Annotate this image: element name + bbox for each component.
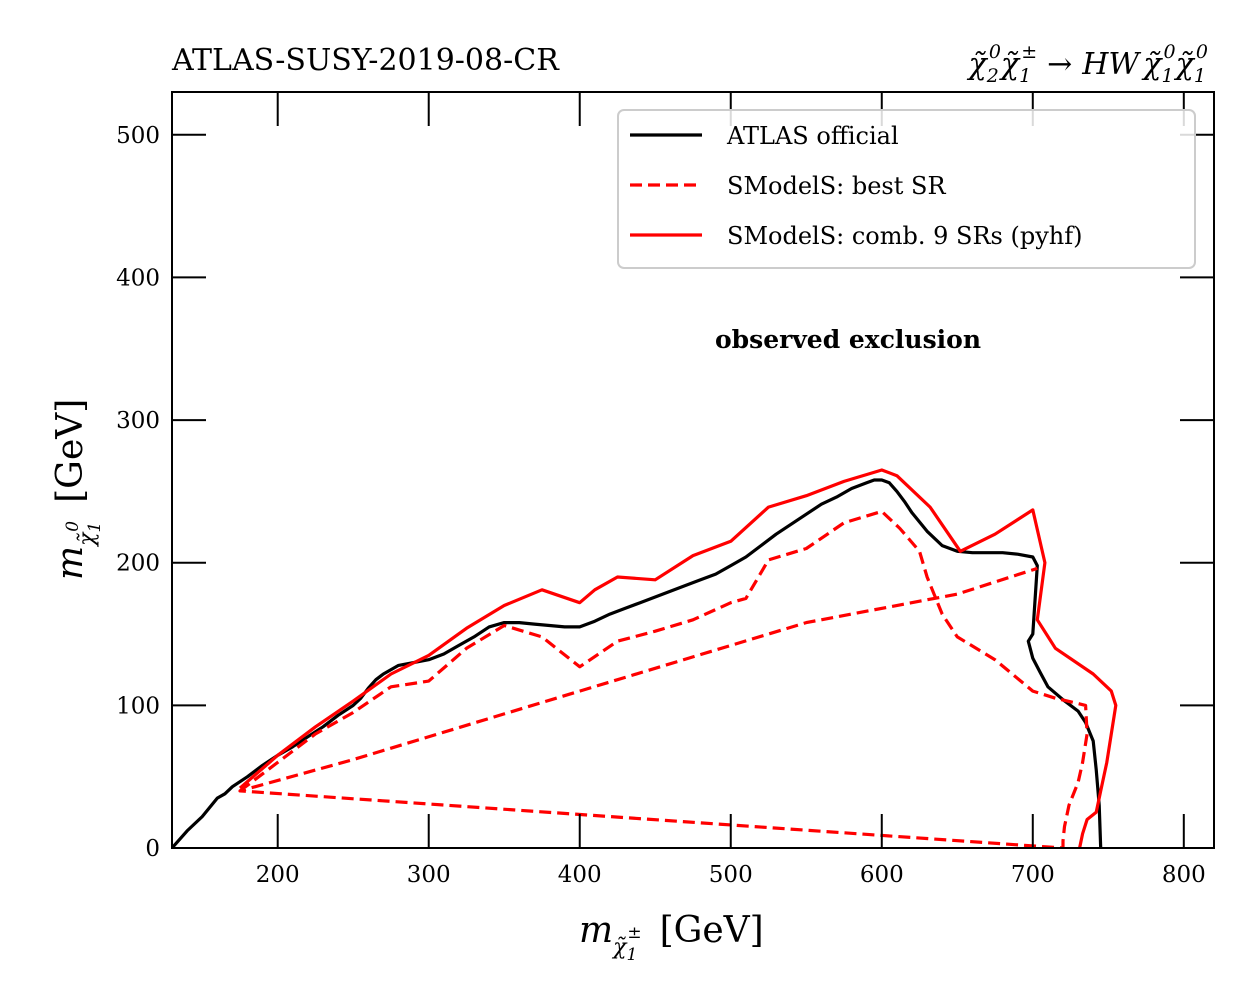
x-axis-label-chi: χ̃ [611, 935, 628, 960]
title-arrow: → [1047, 47, 1072, 82]
x-tick-label-400: 400 [558, 862, 602, 888]
y-axis-label-chi-sub: 1 [85, 522, 105, 533]
title-chi-2-sup: 0 [989, 41, 1001, 63]
title-chi-1pm-sup: ± [1021, 41, 1037, 63]
ticks-layer: 200 300 400 500 600 700 800 0 100 200 300 400 500 [116, 92, 1214, 888]
series-line-smodels-comb-9-srs-pyhf [238, 468, 1118, 848]
chart-title-left: ATLAS-SUSY-2019-08-CR [171, 43, 560, 78]
title-chi-1b-sub: 1 [1194, 65, 1206, 87]
y-tick-label-200: 200 [116, 551, 160, 577]
chart-title-right: χ̃20χ̃1± → HW χ̃10χ̃10 [967, 41, 1208, 87]
title-chi-1a: χ̃ [1141, 47, 1163, 82]
x-axis-label-chi-sup: ± [627, 923, 641, 943]
y-axis-label: mχ̃10 [GeV] [50, 399, 105, 580]
legend-box [617, 109, 1196, 269]
y-tick-label-100: 100 [116, 693, 160, 719]
title-chi-1b: χ̃ [1174, 47, 1196, 82]
title-chi-1a-sub: 1 [1161, 65, 1173, 87]
observed-exclusion-annotation: observed exclusion [715, 325, 981, 354]
legend-label-best-sr: SModelS: best SR [727, 172, 946, 200]
y-axis-label-m: m [50, 546, 91, 580]
plot-frame [171, 91, 1215, 849]
x-tick-label-800: 800 [1162, 862, 1206, 888]
legend-label-comb: SModelS: comb. 9 SRs (pyhf) [727, 222, 1082, 250]
x-tick-label-200: 200 [256, 862, 300, 888]
x-tick-label-700: 700 [1011, 862, 1055, 888]
series-layer [172, 468, 1118, 848]
title-chi-2-sub: 2 [986, 65, 999, 87]
y-axis-label-unit: [GeV] [50, 399, 91, 503]
title-chi-1pm: χ̃ [999, 47, 1021, 82]
series-line-atlas-official [172, 478, 1103, 848]
title-chi-1pm-sub: 1 [1019, 65, 1031, 87]
title-hw: HW [1081, 47, 1141, 82]
title-chi-1a-sup: 0 [1164, 41, 1176, 63]
legend-label-atlas: ATLAS official [726, 122, 899, 150]
title-chi-2: χ̃ [967, 47, 989, 82]
x-axis-label-chi-sub: 1 [626, 945, 637, 965]
legend: ATLAS official SModelS: best SR SModelS:… [617, 109, 1196, 269]
x-axis-label-m: m [579, 910, 613, 951]
x-tick-label-600: 600 [860, 862, 904, 888]
y-tick-label-0: 0 [145, 836, 160, 862]
x-axis-label-unit: [GeV] [660, 910, 764, 951]
x-tick-label-300: 300 [407, 862, 451, 888]
y-tick-label-400: 400 [116, 265, 160, 291]
x-axis-label: mχ̃1± [GeV] [579, 910, 764, 965]
y-axis-label-chi-sup: 0 [63, 521, 83, 532]
x-tick-label-500: 500 [709, 862, 753, 888]
y-tick-label-300: 300 [116, 408, 160, 434]
y-axis-label-chi: χ̃ [75, 531, 100, 548]
title-chi-1b-sup: 0 [1196, 41, 1208, 63]
series-line-smodels-best-sr [238, 509, 1089, 848]
y-tick-label-500: 500 [116, 123, 160, 149]
